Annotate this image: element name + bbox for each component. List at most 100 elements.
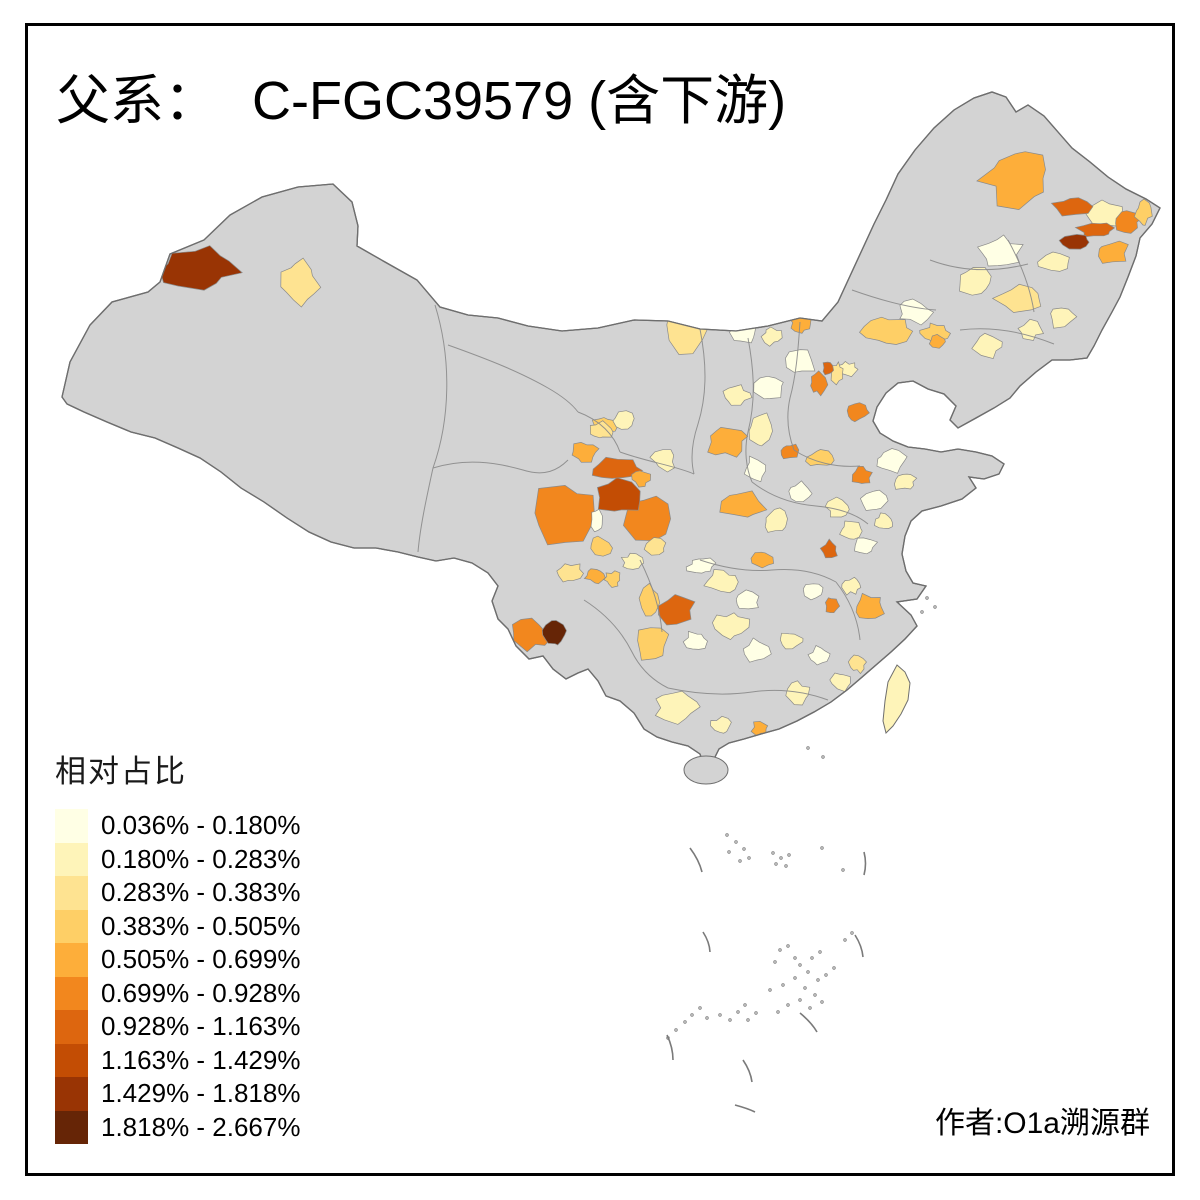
legend-row-2: 0.180% - 0.283%: [55, 842, 301, 876]
sea-islet-dot: [798, 998, 802, 1002]
region-blob-class-5: [571, 442, 600, 463]
region-blob-class-3: [556, 563, 584, 583]
sea-islet-dot: [742, 847, 746, 851]
sea-islet-dot: [832, 966, 836, 970]
region-blob-class-2: [760, 326, 783, 347]
region-blob-class-9: [1058, 234, 1090, 250]
region-blob-class-4: [1133, 198, 1153, 226]
legend-label-2: 0.180% - 0.283%: [101, 843, 301, 874]
province-border-line: [577, 411, 621, 453]
legend-row-9: 1.429% - 1.818%: [55, 1077, 300, 1111]
sea-islet-dot: [728, 1018, 732, 1022]
region-blob-class-1: [859, 489, 889, 511]
sea-islet-dot: [798, 963, 802, 967]
legend-rows: 0.036% - 0.180% 0.180% - 0.283% 0.283% - 0…: [55, 809, 300, 1144]
region-blob-class-2: [874, 512, 893, 529]
sea-islet-dot: [933, 605, 937, 609]
sea-islet-dot: [747, 856, 751, 860]
sea-islets: [666, 596, 937, 1040]
province-border-line: [583, 599, 669, 689]
region-blob-class-3: [280, 257, 322, 308]
map-title: 父系： C-FGC39579 (含下游): [56, 56, 786, 135]
region-blob-class-4: [637, 627, 670, 661]
sea-islet-dot: [738, 859, 742, 863]
region-blob-class-2: [764, 507, 788, 533]
dash-line-segment: [734, 1104, 756, 1113]
region-blob-class-1: [802, 583, 824, 601]
region-blob-class-6: [825, 597, 841, 614]
legend-swatch-1: [55, 809, 88, 843]
sea-islet-dot: [793, 956, 797, 960]
attribution-text: 作者:O1a溯源群: [934, 1107, 1150, 1140]
sea-islet-dot: [754, 1011, 758, 1015]
region-blob-class-6: [534, 485, 596, 546]
region-blob-class-4: [603, 570, 621, 588]
hainan-island: [683, 755, 729, 785]
sea-islet-dot: [820, 1000, 824, 1004]
legend-label-1: 0.036% - 0.180%: [101, 810, 301, 840]
province-border-line: [619, 451, 695, 475]
sea-islet-dot: [786, 1003, 790, 1007]
sea-islet-dot: [813, 993, 817, 997]
sea-islet-dot: [774, 862, 778, 866]
region-blob-class-1: [682, 630, 708, 650]
region-blob-class-5: [631, 470, 651, 488]
region-blob-class-1: [753, 375, 784, 400]
dash-line-segment: [702, 931, 711, 953]
region-blob-class-7: [819, 538, 838, 559]
province-border-line: [793, 449, 861, 467]
sea-islet-dot: [727, 850, 731, 854]
sea-islet-dot: [778, 948, 782, 952]
legend-row-5: 0.505% - 0.699%: [55, 943, 300, 977]
sea-islet-dot: [803, 986, 807, 990]
sea-islet-dot: [690, 1013, 694, 1017]
dash-line-segment: [854, 934, 864, 958]
legend-row-1: 0.036% - 0.180%: [55, 809, 300, 843]
region-blob-class-2: [1050, 307, 1078, 329]
sea-islet-dot: [784, 864, 788, 868]
region-blob-class-2: [703, 569, 739, 594]
legend-swatch-4: [55, 909, 88, 943]
province-border-line: [835, 581, 861, 641]
region-blob-class-1: [685, 557, 717, 574]
legend-label-3: 0.283% - 0.383%: [101, 877, 301, 907]
region-blob-class-3: [643, 537, 667, 556]
dash-line-segment: [666, 1034, 674, 1061]
region-blob-class-1: [854, 537, 879, 555]
region-blob-class-7: [1050, 197, 1094, 217]
sea-islet-dot: [841, 868, 845, 872]
region-blob-class-6: [851, 465, 873, 484]
sea-islet-dot: [925, 596, 929, 600]
title-haplogroup: C-FGC39579 (含下游): [252, 71, 787, 131]
region-blob-class-2: [839, 520, 863, 540]
sea-islet-dot: [806, 746, 810, 750]
coastline: [61, 91, 1161, 774]
region-blob-class-1: [788, 480, 813, 503]
region-blob-class-5: [1098, 240, 1129, 264]
legend-label-5: 0.505% - 0.699%: [101, 944, 301, 974]
region-blob-class-1: [743, 637, 772, 663]
region-blob-class-2: [649, 449, 676, 473]
region-blob-class-2: [971, 332, 1003, 360]
province-border-line: [447, 344, 579, 413]
legend-swatch-2: [55, 842, 88, 876]
sea-islet-dot: [787, 853, 791, 857]
sea-islet-dot: [806, 970, 810, 974]
region-blob-class-10: [541, 620, 567, 646]
legend-swatch-5: [55, 943, 88, 977]
sea-islet-dot: [771, 851, 775, 855]
region-blob-class-4: [859, 316, 914, 345]
legend-swatch-3: [55, 876, 88, 910]
province-border-line: [851, 289, 937, 311]
region-blob-class-2: [722, 384, 753, 406]
region-blob-class-2: [894, 473, 918, 490]
region-blob-class-1: [590, 508, 603, 533]
sea-islet-dot: [698, 1006, 702, 1010]
region-blob-class-2: [959, 267, 992, 296]
sea-islet-dot: [820, 846, 824, 850]
region-blob-class-2: [712, 612, 751, 641]
region-blob-class-1: [735, 589, 760, 610]
province-border-line: [787, 321, 801, 451]
province-border-line: [751, 481, 869, 525]
